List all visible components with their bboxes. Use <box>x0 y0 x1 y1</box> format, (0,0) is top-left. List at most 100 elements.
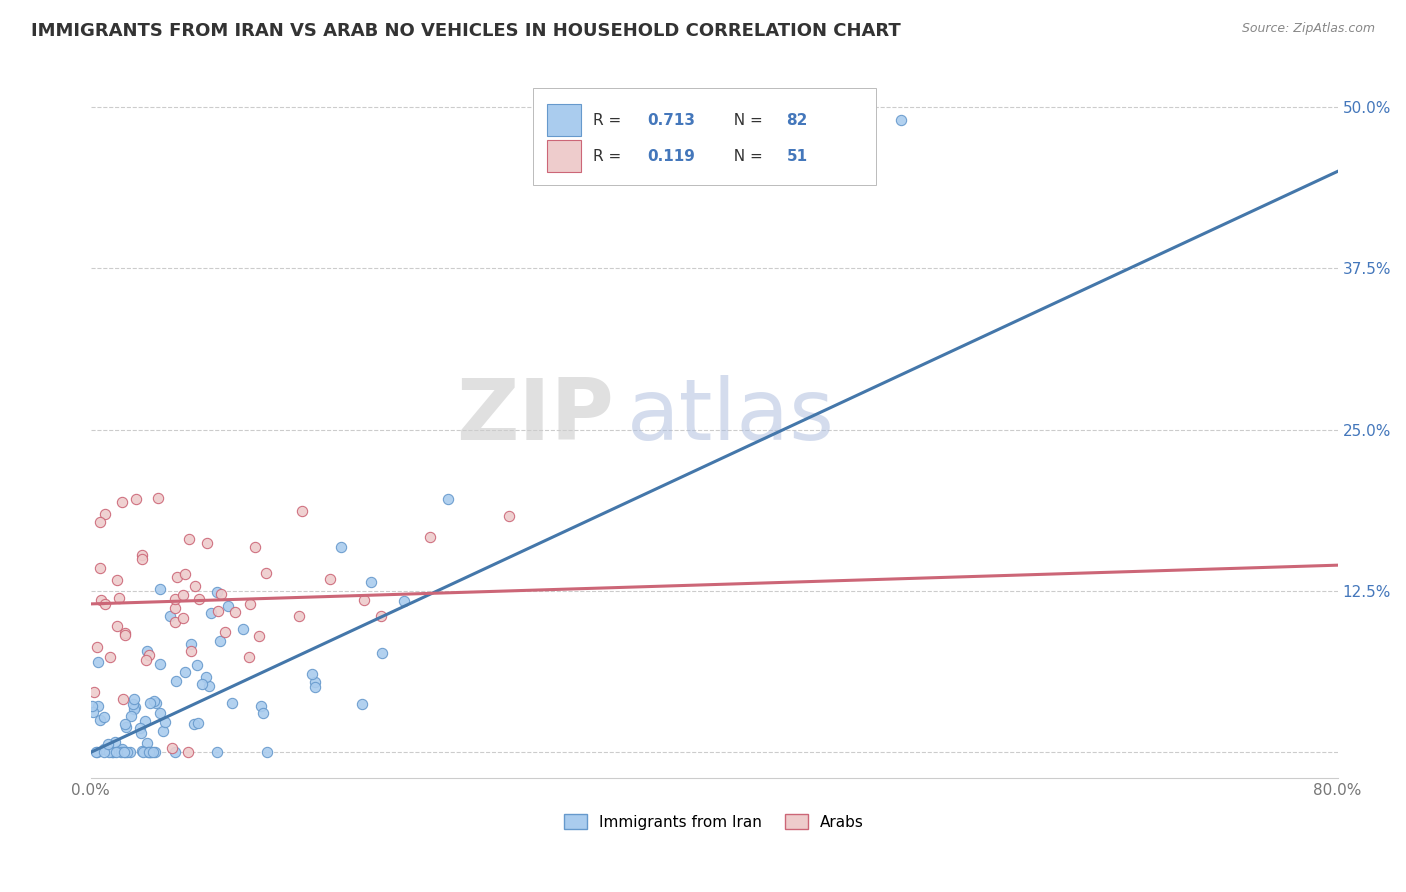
Point <box>98 745 121 759</box>
Point <box>131 552 153 566</box>
Point <box>187 716 209 731</box>
Point <box>96 737 118 751</box>
Point <box>329 540 352 554</box>
Point <box>117 745 139 759</box>
Text: Source: ZipAtlas.com: Source: ZipAtlas.com <box>1241 22 1375 36</box>
Point <box>138 745 160 759</box>
Point <box>291 504 314 518</box>
Point <box>200 606 222 620</box>
Point <box>304 680 326 694</box>
Point <box>131 744 153 758</box>
Point <box>301 667 323 681</box>
Point <box>177 533 200 547</box>
Point <box>118 745 141 759</box>
Point <box>104 735 127 749</box>
Point <box>350 697 373 711</box>
Point <box>173 611 195 625</box>
Point <box>209 634 232 648</box>
Point <box>149 582 172 596</box>
Point <box>152 724 174 739</box>
Point <box>120 709 142 723</box>
Point <box>86 640 108 654</box>
Point <box>252 706 274 721</box>
Point <box>122 702 145 716</box>
Point <box>159 608 181 623</box>
Point <box>214 624 236 639</box>
Point <box>165 673 187 688</box>
Point <box>131 745 153 759</box>
Point <box>135 644 157 658</box>
Point <box>173 665 195 679</box>
Point <box>209 587 232 601</box>
Point <box>135 653 157 667</box>
Point <box>86 745 108 759</box>
Point <box>138 745 160 759</box>
Point <box>498 509 520 524</box>
Point <box>180 637 202 651</box>
Text: 0.713: 0.713 <box>647 112 695 128</box>
Point <box>114 626 136 640</box>
Point <box>112 745 135 759</box>
FancyBboxPatch shape <box>533 87 876 186</box>
Point <box>256 745 278 759</box>
Point <box>165 591 187 606</box>
Text: ZIP: ZIP <box>457 376 614 458</box>
Point <box>207 745 229 759</box>
Point <box>186 657 208 672</box>
Point <box>139 696 162 710</box>
Point <box>82 699 104 714</box>
Point <box>304 675 326 690</box>
Point <box>89 515 111 529</box>
Point <box>86 699 108 714</box>
Point <box>93 710 115 724</box>
Point <box>370 608 392 623</box>
Point <box>146 491 169 505</box>
Point <box>107 591 129 605</box>
Point <box>124 700 146 714</box>
Point <box>436 491 458 506</box>
Point <box>105 619 128 633</box>
Point <box>114 628 136 642</box>
Point <box>180 643 202 657</box>
Point <box>163 745 186 759</box>
Point <box>254 566 277 581</box>
Point <box>138 648 160 662</box>
Point <box>129 721 152 735</box>
Point <box>111 742 134 756</box>
Point <box>195 671 218 685</box>
Point <box>177 745 200 759</box>
Point <box>153 715 176 730</box>
Point <box>93 742 115 756</box>
Point <box>110 745 132 759</box>
Point <box>191 677 214 691</box>
Point <box>136 736 159 750</box>
Text: N =: N = <box>724 149 768 164</box>
Point <box>108 743 131 757</box>
Point <box>122 698 145 712</box>
Point <box>94 507 117 521</box>
Point <box>370 646 392 660</box>
Point <box>195 536 218 550</box>
Point <box>288 609 311 624</box>
Text: 51: 51 <box>786 149 807 164</box>
Point <box>239 598 262 612</box>
Point <box>224 605 246 619</box>
Point <box>93 745 115 759</box>
Point <box>392 594 415 608</box>
Point <box>187 592 209 607</box>
Point <box>198 680 221 694</box>
Point <box>84 745 107 759</box>
Point <box>101 745 124 759</box>
Point <box>131 548 153 562</box>
Point <box>122 692 145 706</box>
Point <box>125 491 148 506</box>
Point <box>166 569 188 583</box>
Point <box>83 685 105 699</box>
Point <box>136 745 159 759</box>
Point <box>172 588 194 602</box>
Point <box>207 604 229 618</box>
Text: 82: 82 <box>786 112 808 128</box>
Point <box>149 657 172 671</box>
Point <box>174 567 197 582</box>
Point <box>142 745 165 759</box>
